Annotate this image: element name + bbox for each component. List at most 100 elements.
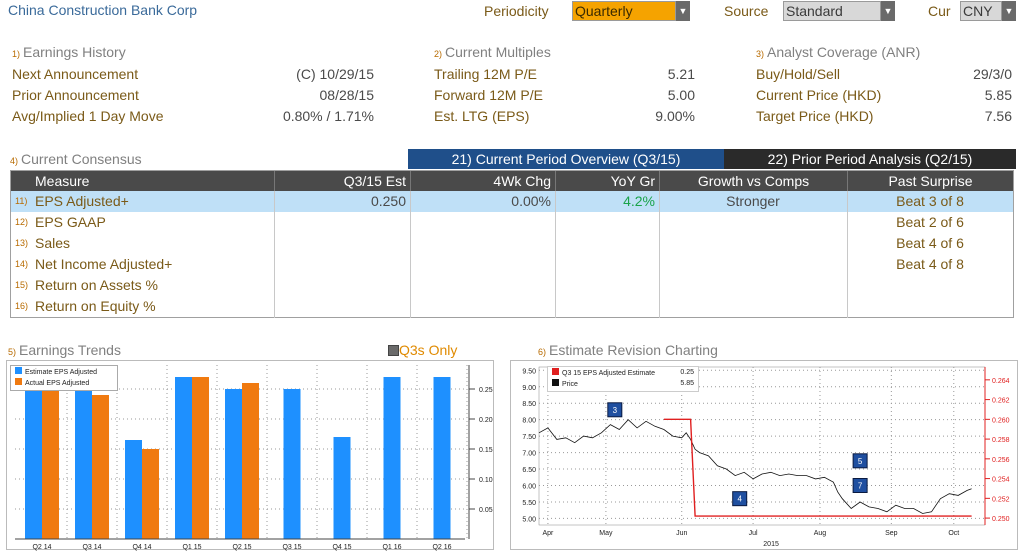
tab-current-period[interactable]: 21) Current Period Overview (Q3/15)	[408, 149, 724, 169]
estimate-revision-title[interactable]: 6) Estimate Revision Charting	[538, 342, 718, 358]
measure-cell[interactable]: Return on Assets %	[35, 277, 158, 293]
event-marker-label: 4	[737, 495, 742, 504]
col-header-growth[interactable]: Growth vs Comps	[659, 171, 847, 191]
right-y-tick-label: 0.250	[992, 516, 1010, 523]
analyst-coverage-title[interactable]: 3) Analyst Coverage (ANR)	[756, 44, 921, 60]
estimate-bar	[75, 389, 92, 539]
yoy-cell	[555, 254, 655, 275]
chg-cell	[410, 296, 551, 317]
right-y-tick-label: 0.262	[992, 398, 1010, 405]
event-marker-label: 5	[858, 457, 863, 466]
event-marker	[852, 478, 868, 493]
yoy-cell	[555, 296, 655, 317]
earnings-history-title[interactable]: 1) Earnings History	[12, 44, 126, 60]
y-tick-label: 0.10	[479, 477, 493, 484]
source-label: Source	[724, 3, 769, 19]
estimate-revision-chart: 5.00 5.50 6.00 6.50 7.00 7.50 8.00 8.50 9.00 9.50…	[510, 360, 1018, 550]
x-tick-label: Sep	[885, 530, 898, 537]
left-y-tick-label: 6.50	[522, 467, 536, 474]
chg-cell: 0.00%	[511, 193, 551, 209]
right-y-tick-label: 0.258	[992, 437, 1010, 444]
actual-bar	[92, 395, 109, 539]
actual-bar	[142, 449, 159, 539]
col-header-4wk[interactable]: 4Wk Chg	[410, 171, 555, 191]
x-tick-label: Q1 16	[382, 544, 401, 551]
x-tick-label: Q1 15	[182, 544, 201, 551]
col-header-surprise[interactable]: Past Surprise	[847, 171, 1013, 191]
est-cell	[274, 275, 406, 296]
measure-cell[interactable]: EPS Adjusted+	[35, 193, 129, 209]
earnings-trends-title[interactable]: 5) Earnings Trends	[8, 342, 121, 358]
x-tick-label: Jul	[749, 530, 758, 537]
row-number: 16)	[15, 301, 29, 311]
yoy-cell	[555, 212, 655, 233]
estimate-revision-svg: 5.00 5.50 6.00 6.50 7.00 7.50 8.00 8.50 9.00 9.50…	[522, 366, 1010, 548]
currency-dropdown-icon[interactable]: ▼	[1002, 1, 1016, 21]
estimate-bar	[383, 377, 401, 539]
legend-swatch-estimate	[15, 367, 22, 374]
source-select[interactable]: Standard	[783, 1, 881, 21]
tab-prior-period[interactable]: 22) Prior Period Analysis (Q2/15)	[724, 149, 1016, 169]
col-header-measure[interactable]: Measure	[11, 171, 274, 191]
x-tick-label: Aug	[814, 530, 827, 537]
x-tick-label: Q2 15	[232, 544, 251, 551]
surprise-cell[interactable]: Beat 3 of 8	[896, 193, 964, 209]
x-tick-label: Q2 16	[432, 544, 451, 551]
table-row-selected[interactable]	[11, 191, 1013, 212]
x-tick-label: Q4 14	[132, 544, 151, 551]
checkbox-icon[interactable]	[388, 345, 399, 356]
row-number: 12)	[15, 217, 29, 227]
col-header-yoy[interactable]: YoY Gr	[555, 171, 659, 191]
next-announcement-value: (C) 10/29/15	[296, 66, 374, 82]
actual-bar	[242, 383, 259, 539]
chg-cell	[410, 254, 551, 275]
left-y-tick-label: 5.00	[522, 516, 536, 523]
target-price-label: Target Price (HKD)	[756, 108, 874, 124]
actual-bar	[42, 389, 59, 539]
q3s-only-toggle[interactable]: Q3s Only	[388, 342, 457, 358]
surprise-cell[interactable]: Beat 2 of 6	[896, 214, 964, 230]
left-y-tick-label: 8.00	[522, 418, 536, 425]
current-multiples-title[interactable]: 2) Current Multiples	[434, 44, 551, 60]
x-tick-label: May	[599, 530, 613, 537]
company-name: China Construction Bank Corp	[8, 2, 198, 18]
y-tick-label: 0.25	[479, 387, 493, 394]
surprise-cell[interactable]: Beat 4 of 8	[896, 256, 964, 272]
row-number: 15)	[15, 280, 29, 290]
measure-cell[interactable]: Return on Equity %	[35, 298, 156, 314]
currency-select[interactable]: CNY	[960, 1, 1002, 21]
yoy-cell: 4.2%	[623, 193, 655, 209]
periodicity-select[interactable]: Quarterly	[572, 1, 676, 21]
est-cell	[274, 296, 406, 317]
trailing-pe-value: 5.21	[667, 66, 695, 82]
col-header-est[interactable]: Q3/15 Est	[274, 171, 410, 191]
estimate-bar	[283, 389, 301, 539]
left-y-tick-label: 7.50	[522, 434, 536, 441]
growth-cell	[659, 233, 847, 254]
left-y-tick-label: 9.00	[522, 385, 536, 392]
measure-cell[interactable]: EPS GAAP	[35, 214, 106, 230]
current-consensus-title: 4) Current Consensus	[10, 151, 142, 167]
yoy-cell	[555, 233, 655, 254]
yoy-cell	[555, 275, 655, 296]
periodicity-label: Periodicity	[484, 3, 549, 19]
price-line	[538, 419, 972, 514]
row-number: 11)	[15, 196, 28, 206]
legend-q3-estimate-value: 0.25	[680, 369, 694, 376]
legend-actual-label: Actual EPS Adjusted	[25, 380, 90, 387]
estimate-bar	[125, 440, 142, 539]
measure-cell[interactable]: Net Income Adjusted+	[35, 256, 173, 272]
x-tick-label: Jun	[676, 530, 687, 537]
prior-announcement-label: Prior Announcement	[12, 87, 139, 103]
growth-cell	[659, 254, 847, 275]
estimate-revision-legend: Q3 15 EPS Adjusted Estimate 0.25 Price 5.8…	[547, 366, 699, 392]
target-price-value: 7.56	[984, 108, 1012, 124]
surprise-cell[interactable]	[847, 296, 1013, 317]
surprise-cell[interactable]: Beat 4 of 6	[896, 235, 964, 251]
surprise-cell[interactable]	[847, 275, 1013, 296]
actual-bar	[192, 377, 209, 539]
event-marker	[852, 453, 868, 469]
measure-cell[interactable]: Sales	[35, 235, 71, 251]
source-dropdown-icon[interactable]: ▼	[881, 1, 895, 21]
periodicity-dropdown-icon[interactable]: ▼	[676, 1, 690, 21]
